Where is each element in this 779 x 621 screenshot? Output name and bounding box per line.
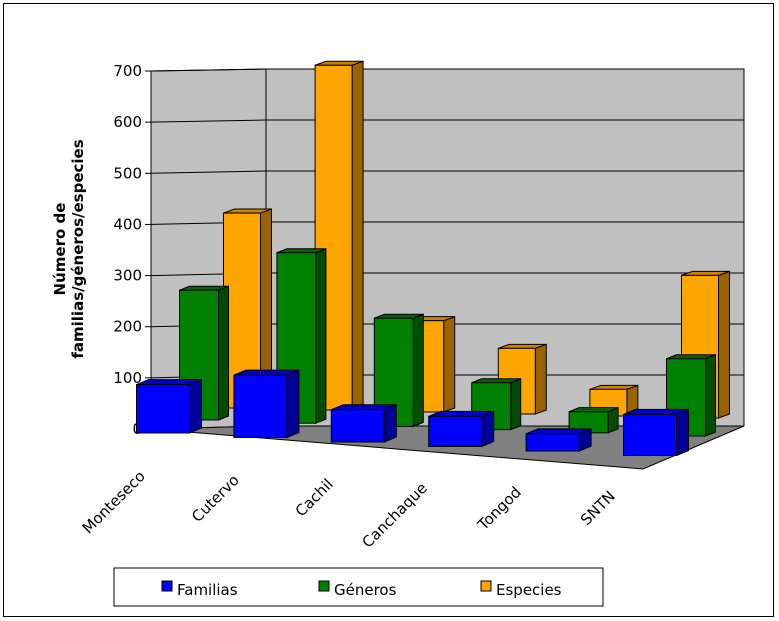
legend-box xyxy=(113,567,604,607)
bar-familias-cutervo xyxy=(233,369,300,439)
y-tick-label: 600 xyxy=(113,113,142,131)
y-tick-label: 700 xyxy=(113,62,142,80)
bars xyxy=(136,60,730,457)
bar-familias-tongod xyxy=(525,428,592,452)
legend: Familias Géneros Especies xyxy=(113,567,604,607)
chart-area: 0100200300400500600700 MontesecoCutervoC… xyxy=(3,3,774,617)
y-tick-label: 200 xyxy=(113,318,142,336)
legend-label-generos: Géneros xyxy=(334,581,397,599)
legend-swatch-generos xyxy=(318,580,330,592)
legend-swatch-familias xyxy=(161,580,173,592)
bar-familias-cachil xyxy=(330,404,397,443)
y-axis-label-line-1: Número de xyxy=(51,203,69,296)
legend-swatch-especies xyxy=(480,580,492,592)
gridline-side xyxy=(150,119,267,123)
y-tick-label: 400 xyxy=(113,215,142,233)
bar-especies-cutervo xyxy=(314,60,364,411)
y-axis: 0100200300400500600700 xyxy=(113,62,152,438)
bar-familias-monteseco xyxy=(136,378,202,434)
chart-svg: 0100200300400500600700 MontesecoCutervoC… xyxy=(3,3,774,617)
y-tick-label: 300 xyxy=(113,267,142,285)
floor xyxy=(150,425,745,470)
bar-generos-tongod xyxy=(568,406,619,434)
bar-familias-canchaque xyxy=(428,410,495,448)
bar-generos-cutervo xyxy=(276,247,327,424)
gridline-side xyxy=(150,170,267,174)
y-axis-label-line-2: familias/géneros/especies xyxy=(69,139,87,358)
y-tick-label: 100 xyxy=(113,369,142,387)
legend-label-especies: Especies xyxy=(496,581,562,599)
gridline-side xyxy=(150,68,267,72)
legend-label-familias: Familias xyxy=(177,581,238,599)
bar-familias-sntn xyxy=(623,408,689,457)
y-tick-label: 500 xyxy=(113,164,142,182)
